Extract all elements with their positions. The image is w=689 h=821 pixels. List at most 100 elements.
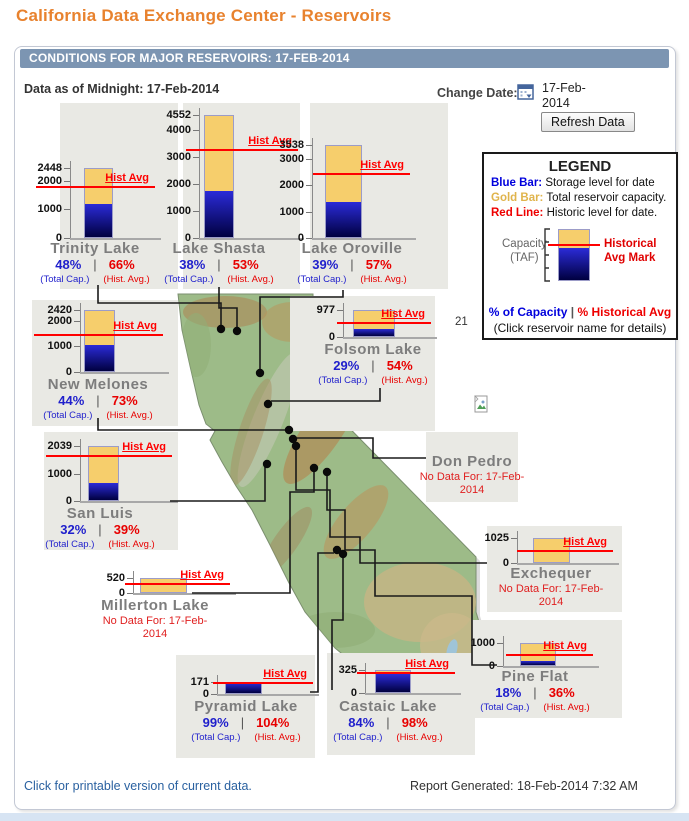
storage-bar-newmelones	[85, 345, 114, 371]
legend-item-red-line: Red Line: Historic level for date.	[484, 205, 676, 220]
legend-pct-separator: |	[570, 305, 575, 319]
tick-label: 0	[55, 232, 62, 244]
hist-avg-line-castaic	[357, 672, 455, 674]
total-cap-label: (Total Cap.)	[40, 274, 90, 285]
y-axis	[365, 663, 366, 693]
hist-avg-line-pineflat	[506, 654, 593, 656]
tick-label: 0	[502, 557, 509, 569]
pct-hist-avg: 36%	[548, 685, 575, 700]
tick-label: 0	[488, 660, 495, 672]
legend-red-text: Historic level for date.	[543, 207, 658, 219]
reservoir-name-folsom[interactable]: Folsom Lake	[324, 341, 422, 358]
tick-label: 0	[350, 687, 357, 699]
capacity-bar-shasta	[204, 115, 234, 238]
tick-label: 1000	[166, 204, 191, 217]
pct-capacity: 99%	[202, 715, 229, 730]
tick-label: 0	[184, 232, 191, 244]
hist-avg-line-millerton	[125, 583, 230, 585]
no-data-line2: 2014	[142, 628, 168, 640]
capacity-bar-oroville	[325, 145, 362, 238]
y-axis	[503, 636, 504, 666]
reservoir-name-oroville[interactable]: Lake Oroville	[301, 240, 403, 257]
reservoir-name-donpedro[interactable]: Don Pedro	[431, 453, 513, 470]
pct-hist-avg: 73%	[111, 393, 138, 408]
pct-sublabels-castaic: (Total Cap.) (Hist. Avg.)	[308, 732, 468, 743]
hist-avg-label: Hist Avg	[180, 569, 224, 581]
page-title: California Data Exchange Center - Reserv…	[16, 6, 392, 25]
hist-avg-line-oroville	[313, 173, 410, 175]
legend-title: LEGEND	[548, 158, 612, 175]
pct-capacity: 32%	[60, 522, 87, 537]
legend-mini-gold-bar	[558, 229, 590, 281]
x-axis	[70, 238, 161, 240]
total-cap-label: (Total Cap.)	[333, 732, 383, 743]
pct-sublabels-pyramid: (Total Cap.) (Hist. Avg.)	[166, 732, 326, 743]
hist-avg-line-trinity	[36, 186, 155, 188]
tick-mark	[193, 183, 199, 185]
tick-mark	[211, 694, 217, 695]
pct-hist-avg: 54%	[386, 358, 413, 373]
tick-mark	[337, 310, 343, 311]
reservoir-name-exchequer[interactable]: Exchequer	[510, 565, 592, 582]
hist-avg-label: Hist Avg	[381, 308, 425, 320]
tick-label: 4552	[166, 109, 191, 121]
tick-label: 2000	[279, 179, 304, 192]
pct-sublabels-newmelones: (Total Cap.) (Hist. Avg.)	[18, 410, 178, 421]
total-cap-label: (Total Cap.)	[43, 410, 93, 421]
reservoir-panel-pineflat	[472, 620, 622, 718]
legend-item-gold-bar: Gold Bar: Total reservoir capacity.	[484, 190, 676, 205]
reservoir-name-pineflat[interactable]: Pine Flat	[501, 668, 569, 685]
reservoir-panel-pyramid	[176, 655, 315, 758]
printable-version-link[interactable]: Click for printable version of current d…	[24, 779, 252, 793]
tick-label: 2000	[47, 314, 72, 327]
hist-avg-sublabel: (Hist. Avg.)	[108, 539, 155, 550]
reservoir-name-castaic[interactable]: Castaic Lake	[339, 698, 437, 715]
change-date-value: 17-Feb-2014	[542, 81, 586, 110]
tick-mark	[359, 693, 365, 694]
tick-label: 0	[65, 366, 72, 378]
tick-mark	[74, 372, 80, 373]
hist-avg-sublabel: (Hist. Avg.)	[396, 732, 443, 743]
pct-hist-avg: 104%	[256, 715, 290, 730]
pct-separator: |	[240, 715, 245, 730]
pct-sublabels-sanluis: (Total Cap.) (Hist. Avg.)	[20, 539, 180, 550]
hist-avg-sublabel: (Hist. Avg.)	[360, 274, 407, 285]
reservoir-name-shasta[interactable]: Lake Shasta	[172, 240, 266, 257]
x-axis	[343, 337, 437, 339]
pct-separator: |	[93, 257, 97, 272]
tick-label: 3538	[279, 139, 304, 151]
legend-capacity-label: Capacity (TAF)	[502, 238, 547, 264]
no-data-note-exchequer: No Data For: 17-Feb- 2014	[471, 583, 631, 609]
refresh-data-button[interactable]: Refresh Data	[541, 112, 635, 132]
legend-pct-hist: % Historical Avg	[577, 305, 672, 319]
pct-row-pineflat: 18% | 36%	[455, 685, 615, 700]
pct-separator: |	[371, 358, 375, 373]
capacity-bar-newmelones	[84, 310, 115, 372]
y-axis	[343, 303, 344, 337]
change-date-label: Change Date:	[437, 86, 518, 100]
tick-label: 2000	[166, 177, 191, 190]
reservoir-name-millerton[interactable]: Millerton Lake	[101, 597, 209, 614]
calendar-icon[interactable]	[517, 84, 534, 105]
tick-label: 2420	[47, 304, 72, 316]
reservoir-name-trinity[interactable]: Trinity Lake	[50, 240, 140, 257]
tick-label: 4000	[166, 123, 191, 136]
hist-avg-line-shasta	[186, 149, 298, 151]
x-axis	[133, 593, 236, 595]
tick-mark	[74, 320, 80, 322]
hist-avg-line-exchequer	[517, 550, 613, 552]
pct-hist-avg: 39%	[113, 522, 140, 537]
storage-bar-shasta	[205, 191, 233, 237]
legend-mini-red-line	[548, 244, 600, 246]
hist-avg-label: Hist Avg	[543, 640, 587, 652]
reservoir-name-sanluis[interactable]: San Luis	[66, 505, 134, 522]
reservoir-name-pyramid[interactable]: Pyramid Lake	[194, 698, 298, 715]
tick-mark	[306, 185, 312, 187]
pct-row-pyramid: 99% | 104%	[166, 715, 326, 730]
reservoir-name-newmelones[interactable]: New Melones	[47, 376, 149, 393]
tick-mark	[74, 446, 80, 447]
tick-mark	[193, 129, 199, 131]
tick-label: 1000	[47, 468, 72, 481]
no-data-line1: No Data For: 17-Feb-	[419, 471, 525, 483]
